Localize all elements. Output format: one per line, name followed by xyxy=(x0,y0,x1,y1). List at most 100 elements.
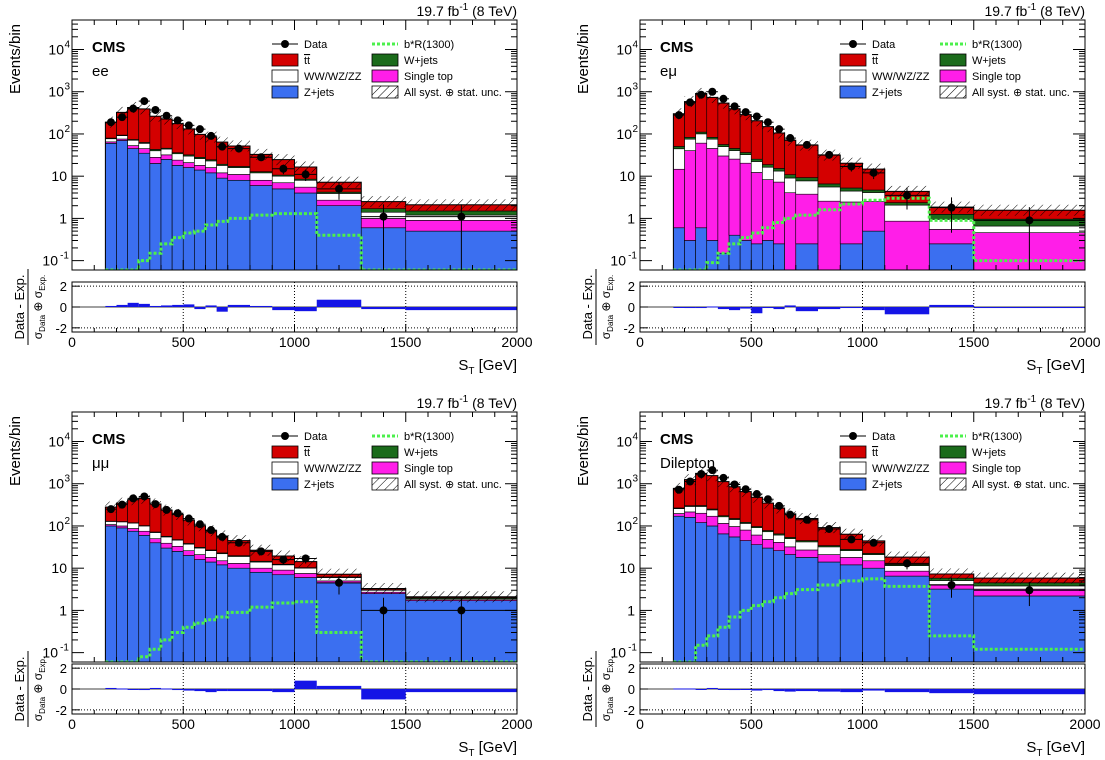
bar-diboson xyxy=(105,138,117,143)
legend-swatch-unc xyxy=(939,85,967,99)
bar-zjets xyxy=(316,582,362,662)
ratio-bar xyxy=(138,689,150,691)
x-tick-label: 0 xyxy=(68,716,76,732)
bar-zjets xyxy=(706,525,719,662)
bar-zjets xyxy=(182,167,195,270)
bar-zjets xyxy=(728,536,741,662)
bar-diboson xyxy=(171,153,184,161)
bar-singletop xyxy=(762,539,774,549)
ratio-bar xyxy=(194,689,206,692)
legend-label-singletop: Single top xyxy=(972,463,1021,475)
ratio-y-tick-label: 0 xyxy=(60,682,67,697)
bar-zjets xyxy=(728,234,741,270)
data-point xyxy=(173,509,182,518)
lumi-label: 19.7 fb-1 (8 TeV) xyxy=(985,2,1086,19)
bar-diboson xyxy=(762,166,774,180)
bar-zjets xyxy=(862,567,886,662)
bar-zjets xyxy=(271,574,295,662)
bar-diboson xyxy=(138,525,151,532)
bar-zjets xyxy=(205,172,217,270)
legend-swatch-ttbar xyxy=(839,445,867,459)
y-tick-label: 10 xyxy=(51,168,67,184)
legend-label-ttbar: tt xyxy=(872,447,878,459)
bar-singletop xyxy=(227,174,251,181)
legend-label-unc: All syst. ⊕ stat. unc. xyxy=(972,87,1070,99)
ratio-bar xyxy=(884,689,930,693)
y-axis-label: Events/bin xyxy=(7,416,24,486)
legend-label-zjets: Z+jets xyxy=(304,87,335,99)
bar-wjets xyxy=(817,183,841,188)
ratio-y-tick-label: 0 xyxy=(628,300,635,315)
bar-diboson xyxy=(294,567,318,574)
data-point xyxy=(151,105,160,114)
sigma-sub-data: Data xyxy=(606,314,615,331)
data-point xyxy=(129,104,138,113)
ratio-bar xyxy=(762,307,774,309)
x-tick-label: 1000 xyxy=(279,334,310,350)
bar-zjets xyxy=(271,188,295,270)
x-axis-label: ST [GeV] xyxy=(458,739,517,759)
ratio-bar xyxy=(751,689,763,691)
oplus: ⊕ σ xyxy=(599,290,613,315)
data-point xyxy=(775,125,784,134)
lumi-exponent: -1 xyxy=(1027,394,1036,405)
legend-label-wjets: W+jets xyxy=(404,447,438,459)
x-tick-label: 1000 xyxy=(279,716,310,732)
legend-label-diboson: WW/WZ/ZZ xyxy=(304,463,362,475)
legend-swatch-singletop xyxy=(939,69,967,83)
ratio-bar xyxy=(717,689,729,690)
bar-diboson xyxy=(773,534,785,543)
bar-singletop xyxy=(127,145,140,149)
data-point xyxy=(802,140,811,149)
bar-diboson xyxy=(773,170,785,183)
ratio-bar xyxy=(161,688,173,690)
x-tick-label: 1500 xyxy=(958,334,989,350)
bar-wjets xyxy=(839,187,863,192)
plot-body xyxy=(672,87,1085,270)
bar-zjets xyxy=(817,561,841,662)
data-point xyxy=(697,470,706,479)
ratio-y-tick-label: -2 xyxy=(623,703,635,718)
bar-singletop xyxy=(695,512,708,523)
legend-swatch-ttbar xyxy=(839,53,867,67)
bar-diboson xyxy=(695,506,708,514)
bar-singletop xyxy=(684,511,696,518)
bar-singletop xyxy=(717,523,730,535)
y-tick-label: 10 xyxy=(51,560,67,576)
lumi-exponent: -1 xyxy=(1027,2,1036,13)
ratio-y-label-group: Data - Exp. σData ⊕ σExp. xyxy=(580,651,615,727)
data-point xyxy=(129,494,138,503)
bar-ttbar xyxy=(762,126,774,165)
data-point xyxy=(947,580,956,589)
y-tick-label: 10 xyxy=(616,476,632,492)
y-tick-exponent: 3 xyxy=(64,474,70,485)
data-point xyxy=(825,150,834,159)
energy-label: (8 TeV) xyxy=(468,3,517,19)
legend-signal-label: b*R(1300) xyxy=(404,39,454,51)
y-tick-exponent: 4 xyxy=(632,432,638,443)
ratio-bar xyxy=(205,305,217,307)
bar-zjets xyxy=(160,159,173,270)
bar-ttbar xyxy=(717,102,730,145)
ratio-bar xyxy=(862,689,885,691)
bar-singletop xyxy=(773,181,785,245)
bar-diboson xyxy=(706,138,719,149)
data-point xyxy=(847,535,856,544)
ratio-y-label-top: Data - Exp. xyxy=(12,274,27,339)
ratio-bar xyxy=(316,299,362,307)
y-tick-exponent: 2 xyxy=(64,516,70,527)
ratio-bar xyxy=(250,689,273,692)
bar-diboson xyxy=(739,523,752,531)
ratio-bar xyxy=(784,305,796,307)
bar-singletop xyxy=(739,529,752,541)
x-tick-label: 1500 xyxy=(390,334,421,350)
data-point xyxy=(847,162,856,171)
bar-singletop xyxy=(294,186,318,194)
ratio-y-label-bottom: σData ⊕ σExp. xyxy=(31,275,47,339)
y-tick-label: 10 xyxy=(619,560,635,576)
ratio-bar xyxy=(740,689,752,690)
bar-zjets xyxy=(227,567,251,662)
legend-swatch-unc xyxy=(371,477,399,491)
ratio-bar xyxy=(706,687,718,689)
ratio-bar xyxy=(127,689,139,690)
